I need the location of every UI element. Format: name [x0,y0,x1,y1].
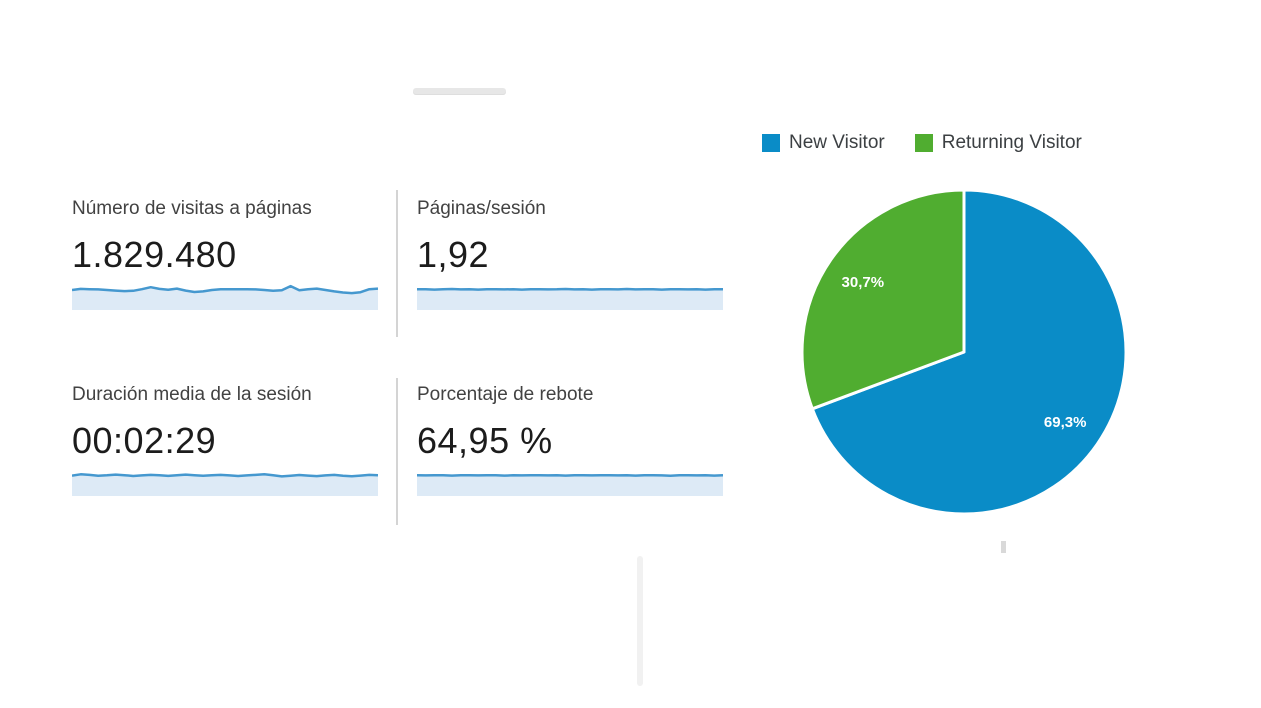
metric-card-pages-per-session: Páginas/sesión 1,92 [417,197,723,310]
metric-value: 00:02:29 [72,420,217,461]
column-divider [396,190,398,337]
metric-label: Porcentaje de rebote [417,384,594,405]
sparkline-chart [417,287,723,310]
pie-slice-percentage: 69,3% [1044,414,1087,431]
pie-slice-percentage: 30,7% [842,274,885,291]
legend-label: Returning Visitor [941,132,1082,153]
pie-slice-1[interactable] [800,188,966,411]
metric-value: 64,95 % [417,420,553,461]
column-divider [396,378,398,525]
metric-label: Páginas/sesión [417,198,546,219]
legend-item-new-visitor: New Visitor [762,132,885,154]
horizontal-scrollbar-thumb[interactable] [413,88,506,95]
metric-label: Duración media de la sesión [72,384,312,405]
sparkline-chart [72,473,378,496]
legend-label: New Visitor [789,132,885,153]
legend-swatch-returning-visitor-icon [914,134,933,152]
legend-swatch-new-visitor-icon [762,134,780,152]
metric-value: 1.829.480 [72,234,237,275]
visitor-type-pie-chart: 69,3% 30,7% [800,188,1128,516]
metric-label: Número de visitas a páginas [72,198,312,219]
sparkline-chart [417,473,723,496]
metric-value: 1,92 [417,234,490,275]
vertical-scrollbar-thumb[interactable] [637,556,643,686]
pie-axis-tick [1001,541,1006,553]
metric-card-pageviews: Número de visitas a páginas 1.829.480 [72,197,378,310]
metric-card-avg-session-duration: Duración media de la sesión 00:02:29 [72,383,378,496]
metric-card-bounce-rate: Porcentaje de rebote 64,95 % [417,383,723,496]
legend-item-returning-visitor: Returning Visitor [914,132,1082,154]
pie-slice-0[interactable] [810,188,1128,516]
pie-legend: New Visitor Returning Visitor [762,132,1082,154]
sparkline-chart [72,284,378,310]
